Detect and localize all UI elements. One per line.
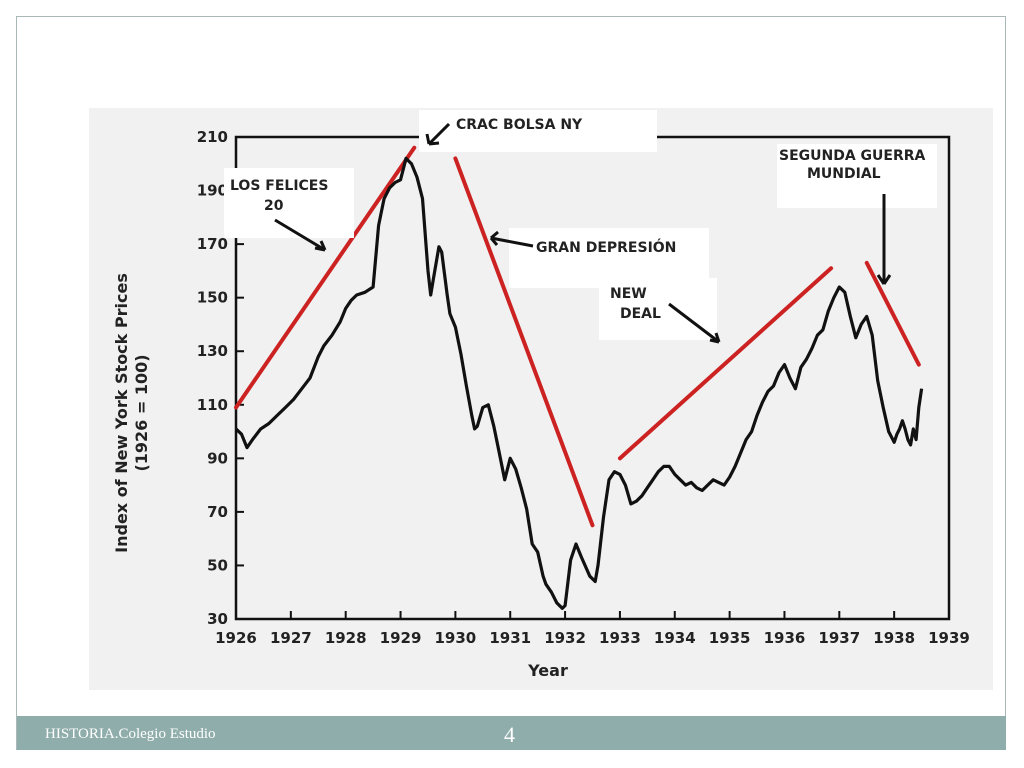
annotation-bg-newdeal <box>599 278 717 340</box>
arrow-gran-head <box>489 230 499 246</box>
x-tick-label: 1938 <box>873 629 915 647</box>
x-tick-label: 1932 <box>544 629 586 647</box>
trend-line-3 <box>617 266 834 461</box>
x-tick-label: 1936 <box>764 629 806 647</box>
y-tick-label: 30 <box>207 610 228 628</box>
x-tick-label: 1926 <box>215 629 257 647</box>
x-tick-label: 1939 <box>928 629 970 647</box>
annotation-felices-line2: 20 <box>264 198 284 214</box>
annotation-new-deal-line1: NEW <box>610 286 647 302</box>
arrow-newdeal <box>668 302 720 344</box>
y-tick-label: 130 <box>197 342 228 360</box>
annotation-segunda-guerra-line1: SEGUNDA GUERRA <box>779 148 926 164</box>
arrow-gran <box>490 236 534 248</box>
x-tick-label: 1937 <box>818 629 860 647</box>
x-tick-label: 1929 <box>380 629 422 647</box>
x-tick-label: 1935 <box>709 629 751 647</box>
x-axis-title: Year <box>527 661 568 680</box>
x-tick-label: 1930 <box>435 629 477 647</box>
arrow-felices-head <box>314 240 327 252</box>
x-tick-label: 1927 <box>270 629 312 647</box>
annotation-arrows <box>274 122 892 344</box>
trend-line-2 <box>453 156 595 528</box>
x-tick-label: 1933 <box>599 629 641 647</box>
footer-bar: HISTORIA.Colegio Estudio 4 <box>17 716 1006 750</box>
trend-line-4 <box>864 260 921 367</box>
annotation-new-deal-line2: DEAL <box>620 306 661 322</box>
series-line-1 <box>234 156 924 610</box>
x-tick-label: 1931 <box>489 629 531 647</box>
y-tick-label: 70 <box>207 503 228 521</box>
y-tick-label: 50 <box>207 556 228 574</box>
y-tick-label: 90 <box>207 449 228 467</box>
y-tick-label: 150 <box>197 289 228 307</box>
footer-text: HISTORIA.Colegio Estudio <box>45 726 216 742</box>
annotation-bg-felices <box>224 168 354 238</box>
y-axis-title: Index of New York Stock Prices (1926 = 1… <box>112 273 151 553</box>
x-tick-label: 1934 <box>654 629 696 647</box>
slide-number: 4 <box>504 722 515 747</box>
annotation-segunda-guerra-line2: MUNDIAL <box>807 166 881 182</box>
y-tick-label: 210 <box>197 128 228 146</box>
trend-line-1 <box>234 145 417 410</box>
x-tick-label: 1928 <box>325 629 367 647</box>
annotation-felices-line1: LOS FELICES <box>230 178 328 194</box>
annotation-bg-guerra <box>777 144 937 208</box>
chart-area: 30 50 70 90 110 130 150 170 190 210 1926 1927 1928 1… <box>89 108 993 690</box>
arrow-guerra-head <box>876 274 892 285</box>
y-axis-title-line1: Index of New York Stock Prices <box>112 273 131 553</box>
annotation-gran-depresion: GRAN DEPRESIÓN <box>536 238 676 256</box>
arrow-newdeal-head <box>709 332 721 344</box>
arrow-crac <box>427 122 451 146</box>
annotation-crac-bolsa: CRAC BOLSA NY <box>456 117 583 133</box>
annotation-bg-crac <box>419 110 657 152</box>
trend-lines <box>234 145 921 528</box>
y-tick-label: 190 <box>197 182 228 200</box>
y-axis: 30 50 70 90 110 130 150 170 190 210 <box>197 128 244 628</box>
arrow-crac-head <box>425 133 440 146</box>
y-tick-label: 170 <box>197 235 228 253</box>
series-lines <box>234 156 924 610</box>
y-tick-label: 110 <box>197 396 228 414</box>
y-axis-title-line2: (1926 = 100) <box>132 354 151 471</box>
arrow-felices <box>274 218 326 252</box>
x-axis: 1926 1927 1928 1929 1930 1931 1932 1933 1934 1935… <box>215 611 970 647</box>
